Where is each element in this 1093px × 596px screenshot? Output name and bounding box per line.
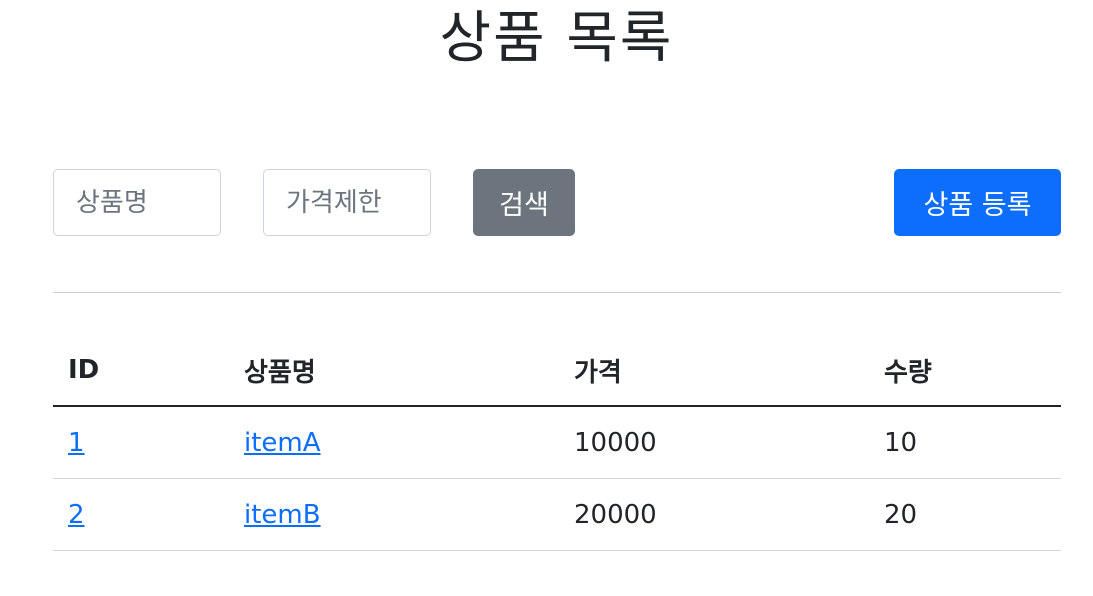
add-item-button[interactable]: 상품 등록 (894, 169, 1061, 236)
column-header-price: 가격 (559, 335, 869, 406)
item-name-input[interactable] (53, 169, 221, 236)
cell-price: 10000 (559, 406, 869, 479)
item-id-link[interactable]: 2 (68, 500, 85, 530)
cell-name: itemA (229, 406, 559, 479)
column-header-quantity: 수량 (869, 335, 1061, 406)
item-name-link[interactable]: itemA (244, 428, 321, 458)
cell-price: 20000 (559, 479, 869, 551)
table-row: 2 itemB 20000 20 (53, 479, 1061, 551)
cell-name: itemB (229, 479, 559, 551)
column-header-name: 상품명 (229, 335, 559, 406)
item-name-link[interactable]: itemB (244, 500, 321, 530)
cell-id: 2 (53, 479, 229, 551)
search-button[interactable]: 검색 (473, 169, 575, 236)
table-header-row: ID 상품명 가격 수량 (53, 335, 1061, 406)
cell-id: 1 (53, 406, 229, 479)
table-row: 1 itemA 10000 10 (53, 406, 1061, 479)
price-limit-input[interactable] (263, 169, 431, 236)
item-table: ID 상품명 가격 수량 1 itemA 10000 10 2 itemB 20… (53, 335, 1061, 551)
item-id-link[interactable]: 1 (68, 428, 85, 458)
column-header-id: ID (53, 335, 229, 406)
divider (53, 292, 1061, 293)
cell-quantity: 20 (869, 479, 1061, 551)
cell-quantity: 10 (869, 406, 1061, 479)
page-title: 상품 목록 (0, 4, 1093, 74)
